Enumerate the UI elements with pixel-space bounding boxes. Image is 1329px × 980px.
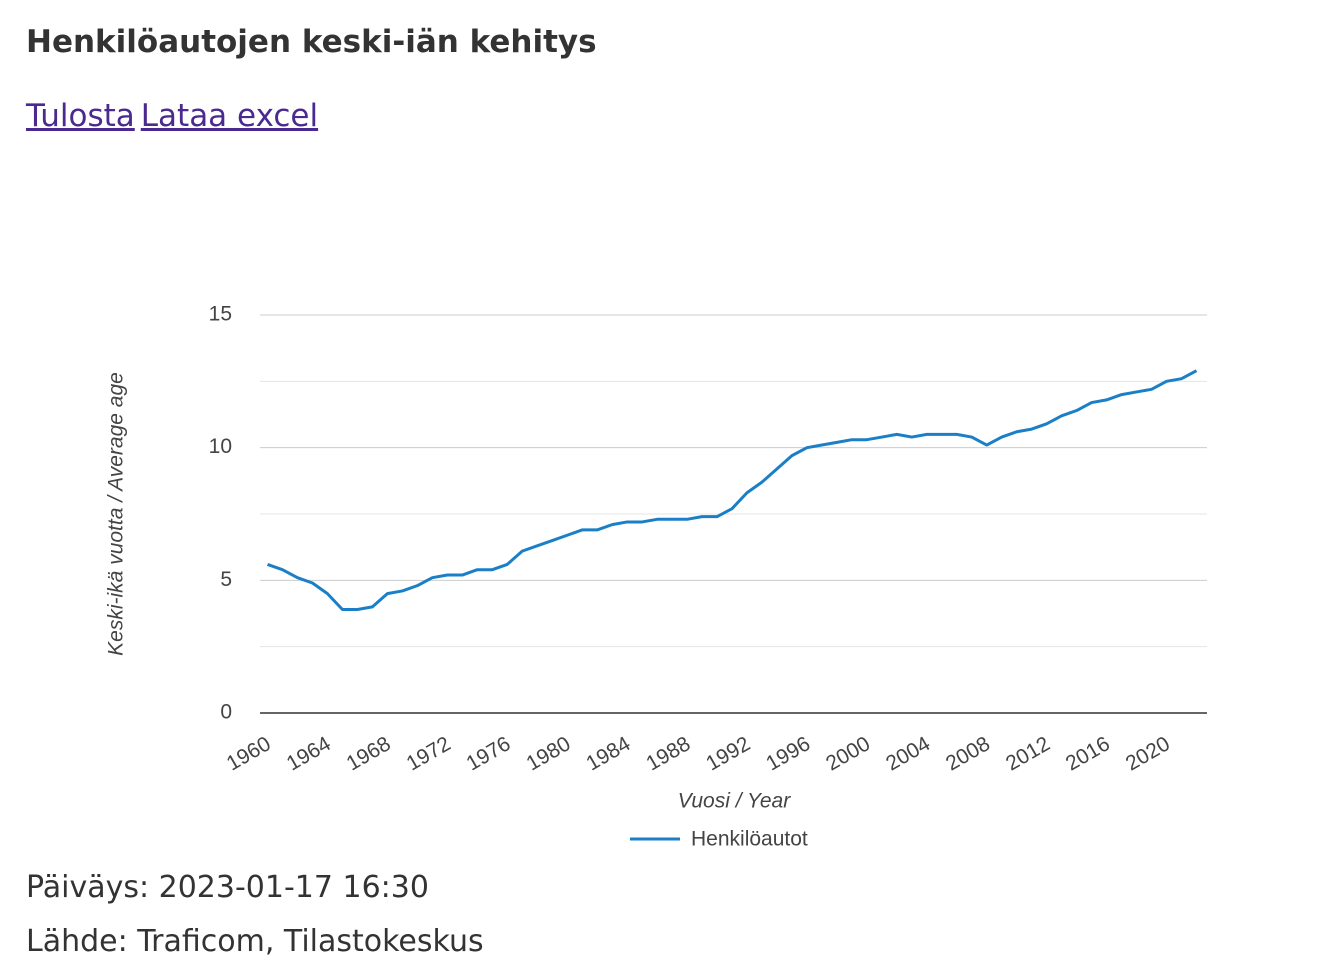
x-tick-label: 2004 [882, 732, 934, 775]
x-tick-label: 2008 [942, 732, 994, 775]
legend-label: Henkilöautot [691, 828, 808, 851]
print-link[interactable]: Tulosta [26, 98, 135, 134]
x-tick-label: 1968 [343, 732, 395, 775]
x-tick-label: 1964 [283, 732, 335, 775]
x-tick-label: 2000 [822, 732, 874, 775]
page-title: Henkilöautojen keski-iän kehitys [26, 24, 597, 60]
x-tick-label: 1976 [463, 732, 515, 775]
x-axis-title: Vuosi / Year [678, 790, 791, 813]
x-tick-label: 2016 [1062, 732, 1114, 775]
source: Lähde: Traficom, Tilastokeskus [26, 924, 484, 959]
date: Päiväys: 2023-01-17 16:30 [26, 870, 429, 905]
x-tick-label: 1984 [582, 732, 634, 775]
y-tick-label: 0 [220, 701, 232, 724]
x-tick-label: 1972 [403, 732, 455, 775]
x-tick-label: 1960 [223, 732, 275, 775]
x-tick-label: 1996 [762, 732, 814, 775]
data-line [266, 369, 1198, 612]
y-tick-label: 10 [209, 435, 232, 458]
x-tick-label: 2020 [1122, 732, 1174, 775]
x-tick-label: 1988 [642, 732, 694, 775]
y-tick-label: 15 [209, 303, 232, 326]
x-tick-label: 1980 [522, 732, 574, 775]
excel-link[interactable]: Lataa excel [140, 98, 319, 134]
chart: Keski-ikä vuotta / Average age Vuosi / Y… [105, 303, 1207, 851]
y-axis-title: Keski-ikä vuotta / Average age [105, 372, 128, 656]
y-tick-label: 5 [220, 568, 232, 591]
links: Tulosta Lataa excel [26, 98, 324, 134]
x-tick-label: 1992 [702, 732, 754, 775]
x-tick-label: 2012 [1002, 732, 1054, 775]
